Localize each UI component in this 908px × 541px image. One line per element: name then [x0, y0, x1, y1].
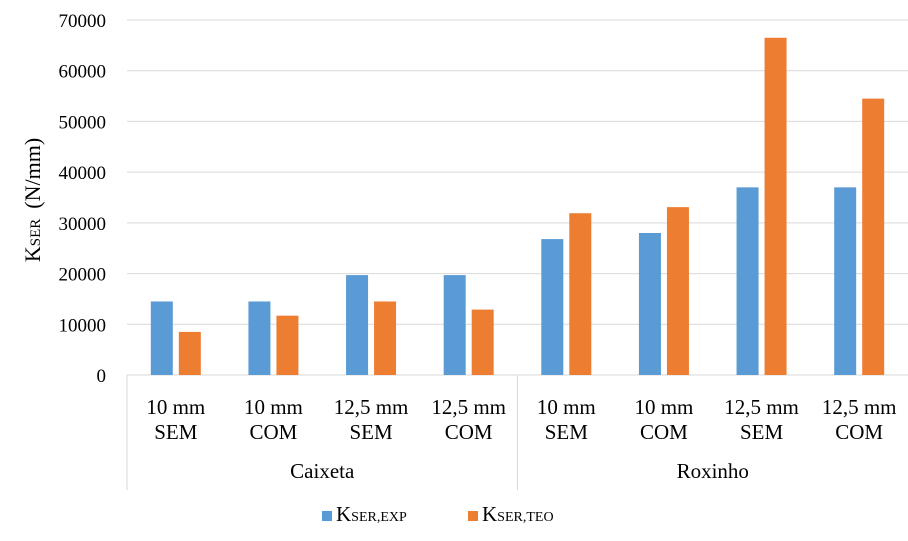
bars	[150, 37, 885, 375]
y-tick-label: 40000	[59, 163, 107, 184]
y-tick-label: 10000	[59, 315, 107, 336]
y-tick-label: 0	[97, 366, 107, 387]
x-tick-label-size: 12,5 mm	[431, 395, 506, 419]
x-tick-label-size: 10 mm	[146, 395, 205, 419]
bar-series-1	[346, 275, 369, 375]
y-tick-label: 60000	[59, 62, 107, 83]
x-group-label: Roxinho	[677, 459, 749, 483]
x-tick-label-type: COM	[835, 420, 883, 444]
x-tick-label-type: SEM	[349, 420, 393, 444]
y-axis-label-units: (N/mm)	[20, 138, 45, 209]
x-tick-label-type: COM	[640, 420, 688, 444]
x-tick-label-size: 10 mm	[244, 395, 303, 419]
bar-series-2	[862, 98, 885, 375]
y-axis-ticks: 0 10000 20000 30000 40000 50000 60000 70000	[59, 11, 107, 387]
x-tick-label-size: 12,5 mm	[724, 395, 799, 419]
bar-series-1	[443, 275, 466, 375]
x-tick-label-type: COM	[445, 420, 493, 444]
x-tick-label-type: COM	[250, 420, 298, 444]
x-tick-label-size: 10 mm	[537, 395, 596, 419]
y-tick-label: 50000	[59, 112, 107, 133]
bar-series-2	[178, 331, 201, 375]
legend-swatch	[322, 511, 332, 521]
bar-series-1	[541, 239, 564, 375]
bar-series-2	[569, 213, 592, 375]
bar-series-2	[764, 37, 787, 375]
gridlines	[127, 19, 908, 376]
bar-series-2	[276, 315, 299, 375]
x-group-label: Caixeta	[290, 459, 355, 483]
x-tick-label-type: SEM	[154, 420, 198, 444]
y-tick-label: 70000	[59, 11, 107, 32]
y-axis-label: KSER (N/mm)	[20, 138, 45, 262]
bar-series-1	[834, 187, 857, 375]
y-axis-label-sub: SER	[28, 219, 44, 247]
x-tick-label-size: 10 mm	[634, 395, 693, 419]
bar-series-2	[471, 309, 494, 375]
bar-series-2	[666, 207, 689, 375]
x-tick-label-size: 12,5 mm	[822, 395, 897, 419]
x-tick-label-type: SEM	[545, 420, 589, 444]
bar-series-2	[374, 301, 397, 375]
x-tick-label-type: SEM	[740, 420, 784, 444]
legend-entry: KSER,TEO	[482, 502, 554, 526]
legend-swatch	[468, 511, 478, 521]
bar-series-1	[248, 301, 271, 375]
bar-series-1	[150, 301, 173, 375]
y-axis-label-main: K	[20, 246, 45, 262]
bar-series-1	[736, 187, 759, 375]
x-tick-label-size: 12,5 mm	[334, 395, 409, 419]
legend-entry: KSER,EXP	[336, 502, 407, 526]
y-tick-label: 30000	[59, 214, 107, 235]
bar-series-1	[638, 233, 661, 375]
legend: KSER,EXP KSER,TEO	[322, 502, 554, 526]
y-tick-label: 20000	[59, 265, 107, 286]
